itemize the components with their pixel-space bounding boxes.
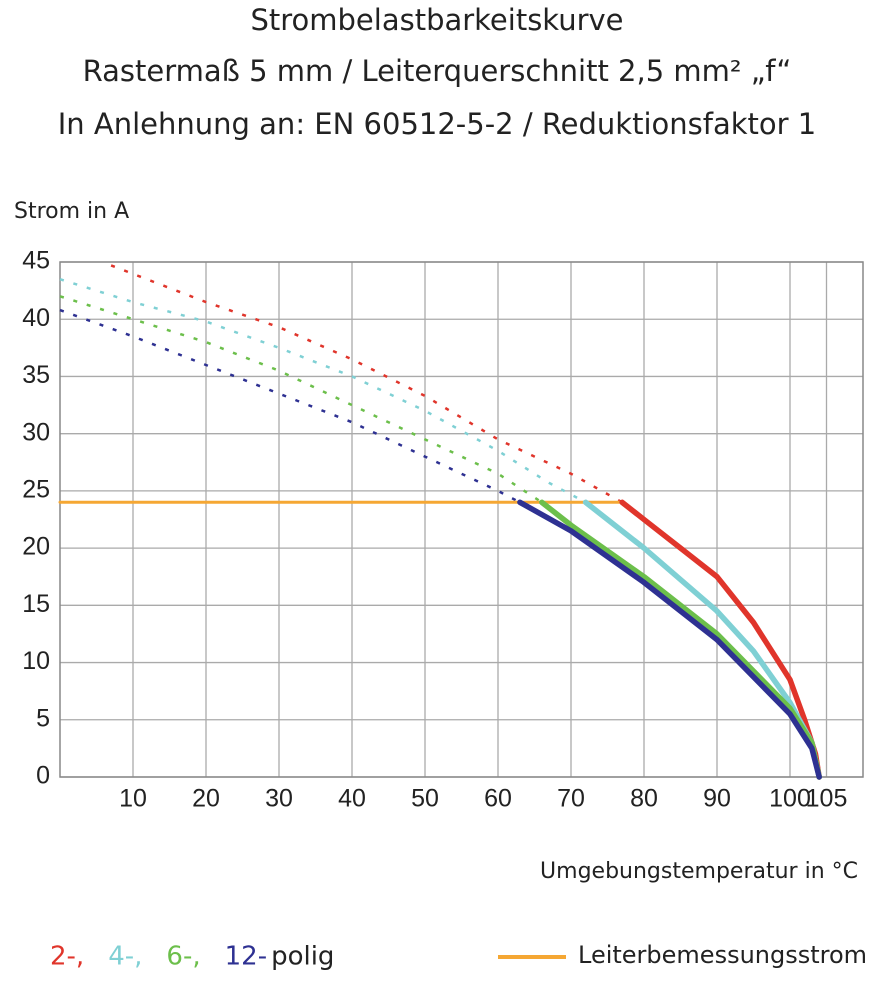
- x-tick-label: 60: [484, 785, 512, 813]
- y-tick-label: 30: [22, 418, 50, 446]
- x-tick-label: 50: [411, 785, 439, 813]
- x-tick-label: 70: [557, 785, 585, 813]
- chart-subtitle: In Anlehnung an: EN 60512-5-2 / Reduktio…: [58, 107, 817, 141]
- x-tick-label: 105: [806, 785, 848, 813]
- x-tick-label: 40: [338, 785, 366, 813]
- line: [539, 499, 822, 780]
- y-tick-label: 0: [36, 762, 50, 790]
- y-axis-label: Strom in A: [14, 199, 129, 224]
- line-extrapolated: [59, 295, 543, 504]
- chart-subtitle: Rastermaß 5 mm / Leiterquerschnitt 2,5 m…: [83, 54, 792, 88]
- y-tick-label: 25: [22, 475, 50, 503]
- y-tick-label: 10: [22, 647, 50, 675]
- legend-label: 12-: [225, 942, 267, 972]
- line: [582, 499, 822, 780]
- x-axis-label: Umgebungstemperatur in °C: [540, 859, 858, 884]
- line-extrapolated: [59, 278, 587, 504]
- x-tick-label: 100: [769, 785, 811, 813]
- legend-suffix: polig: [271, 942, 334, 972]
- y-tick-label: 45: [22, 247, 50, 275]
- legend-label: 6-,: [166, 942, 200, 972]
- x-tick-label: 10: [119, 785, 147, 813]
- line: [517, 499, 822, 780]
- y-tick-label: 40: [22, 304, 50, 332]
- chart-title: Strombelastbarkeitskurve: [250, 3, 623, 37]
- x-tick-label: 20: [192, 785, 220, 813]
- line-extrapolated: [110, 264, 623, 504]
- x-tick-label: 80: [630, 785, 658, 813]
- legend-label: Leiterbemessungsstrom: [578, 941, 867, 969]
- x-tick-label: 90: [703, 785, 731, 813]
- y-tick-label: 20: [22, 533, 50, 561]
- y-tick-label: 5: [36, 704, 50, 732]
- x-tick-label: 30: [265, 785, 293, 813]
- legend-label: 2-,: [50, 942, 84, 972]
- legend-label: 4-,: [108, 942, 142, 972]
- y-tick-label: 15: [22, 590, 50, 618]
- plot-frame: [59, 261, 864, 778]
- line-extrapolated: [59, 308, 521, 504]
- y-tick-label: 35: [22, 361, 50, 389]
